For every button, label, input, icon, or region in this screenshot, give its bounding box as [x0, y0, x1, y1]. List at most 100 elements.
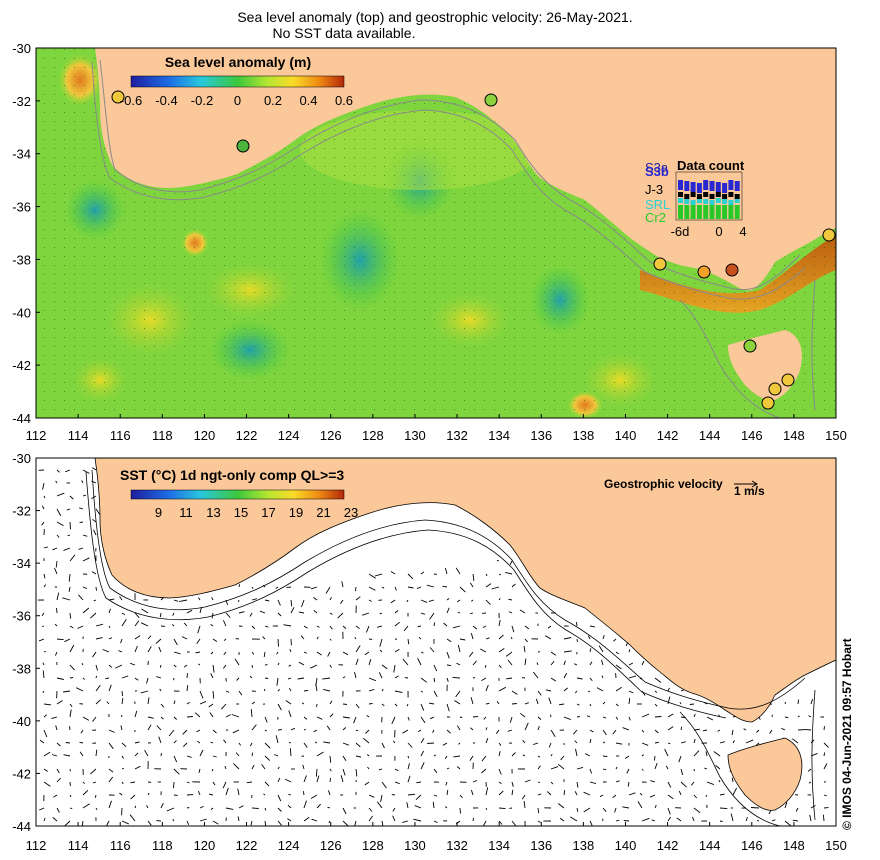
x-tick-label: 124 [278, 428, 300, 443]
x-tick-label: 146 [741, 428, 763, 443]
x-tick-label: 132 [446, 428, 468, 443]
x-tick-label: 128 [362, 838, 384, 853]
x-tick-label: 116 [110, 428, 131, 443]
x-tick-label: 124 [278, 838, 300, 853]
y-tick-label: -38 [12, 661, 31, 676]
sla-colorbar-tick: 0.6 [335, 93, 353, 108]
sla-colorbar-tick: -0.6 [120, 93, 142, 108]
y-tick-label: -44 [12, 411, 31, 426]
sst-colorbar-tick: 15 [234, 505, 248, 520]
x-tick-label: 134 [488, 838, 510, 853]
x-tick-label: 128 [362, 428, 384, 443]
geostrophic-velocity-map [36, 458, 836, 826]
x-tick-label: 120 [194, 428, 216, 443]
y-tick-label: -34 [12, 147, 31, 162]
x-tick-label: 116 [110, 838, 131, 853]
x-tick-label: 112 [26, 838, 47, 853]
x-tick-label: 112 [26, 428, 47, 443]
data-count-tick: -6d [671, 224, 690, 239]
y-tick-label: -36 [12, 200, 31, 215]
data-count-tick: 4 [739, 224, 746, 239]
x-tick-label: 134 [488, 428, 510, 443]
x-tick-label: 126 [320, 838, 342, 853]
y-tick-label: -40 [12, 305, 31, 320]
y-tick-label: -42 [12, 766, 31, 781]
imos-credit: © IMOS 04-Jun-2021 09:57 Hobart [840, 638, 854, 830]
data-count-tick: 0 [715, 224, 722, 239]
sst-colorbar-tick: 17 [261, 505, 275, 520]
x-tick-label: 150 [825, 428, 847, 443]
sst-colorbar-tick: 13 [206, 505, 220, 520]
sst-colorbar-tick: 19 [289, 505, 303, 520]
y-tick-label: -32 [12, 504, 31, 519]
y-tick-label: -44 [12, 819, 31, 834]
x-tick-label: 122 [236, 428, 258, 443]
australia-landmass-bottom [36, 458, 836, 723]
tide-gauge-marker [236, 139, 250, 153]
x-tick-label: 140 [615, 838, 637, 853]
tide-gauge-marker [111, 90, 125, 104]
x-tick-label: 138 [573, 838, 595, 853]
x-tick-label: 118 [152, 838, 173, 853]
y-tick-label: -38 [12, 252, 31, 267]
x-tick-label: 132 [446, 838, 468, 853]
map-subtitle: No SST data available. [272, 25, 416, 41]
velocity-scale-key: Geostrophic velocity 1 m/s [604, 477, 765, 498]
x-tick-label: 126 [320, 428, 342, 443]
sla-colorbar-tick: -0.4 [155, 93, 177, 108]
tide-gauge-marker [768, 382, 782, 396]
velocity-label: Geostrophic velocity [604, 477, 723, 491]
satellite-label: S3a [645, 160, 669, 175]
satellite-label: S3b [645, 164, 669, 179]
tide-gauge-marker [697, 265, 711, 279]
tide-gauge-marker [484, 93, 498, 107]
x-tick-label: 130 [404, 428, 426, 443]
x-tick-label: 120 [194, 838, 216, 853]
map-title: Sea level anomaly (top) and geostrophic … [237, 9, 633, 25]
x-tick-label: 114 [68, 838, 89, 853]
sla-colorbar-tick: 0 [234, 93, 241, 108]
tide-gauge-marker [822, 228, 836, 242]
x-tick-label: 130 [404, 838, 426, 853]
tide-gauge-marker [653, 257, 667, 271]
sst-colorbar-title: SST (°C) 1d ngt-only comp QL>=3 [120, 467, 344, 483]
velocity-scale-value: 1 m/s [734, 484, 765, 498]
y-tick-label: -36 [12, 609, 31, 624]
x-tick-label: 144 [699, 838, 721, 853]
tide-gauge-marker [743, 339, 757, 353]
y-tick-label: -34 [12, 556, 31, 571]
sla-colorbar-tick: -0.2 [191, 93, 213, 108]
tasmania-landmass-bottom [727, 737, 803, 811]
x-tick-label: 136 [530, 428, 552, 443]
x-tick-label: 144 [699, 428, 721, 443]
x-tick-label: 136 [530, 838, 552, 853]
satellite-label: Cr2 [645, 210, 666, 225]
y-tick-label: -30 [12, 41, 31, 56]
sst-colorbar-tick: 9 [155, 505, 162, 520]
x-tick-label: 114 [68, 428, 89, 443]
tide-gauge-marker [725, 263, 739, 277]
sst-colorbar: SST (°C) 1d ngt-only comp QL>=3 9 11 13 15 1… [120, 467, 358, 520]
y-tick-label: -42 [12, 358, 31, 373]
x-tick-label: 148 [783, 838, 805, 853]
sla-colorbar-tick: 0.2 [264, 93, 282, 108]
y-tick-label: -40 [12, 714, 31, 729]
satellite-label: J-3 [645, 182, 663, 197]
australia-landmass [36, 48, 836, 291]
x-tick-label: 118 [152, 428, 173, 443]
sla-colorbar: Sea level anomaly (m) -0.6 -0.4 -0.2 0 0.2 0.… [120, 54, 353, 108]
x-tick-label: 148 [783, 428, 805, 443]
x-tick-label: 138 [573, 428, 595, 443]
sla-colorbar-tick: 0.4 [299, 93, 317, 108]
data-count-title: Data count [677, 158, 745, 173]
x-tick-label: 146 [741, 838, 763, 853]
x-tick-label: 142 [657, 838, 679, 853]
satellite-label: SRL [645, 197, 670, 212]
sst-colorbar-tick: 21 [316, 505, 330, 520]
y-tick-label: -32 [12, 94, 31, 109]
tide-gauge-marker [761, 396, 775, 410]
sst-colorbar-tick: 11 [179, 505, 193, 520]
x-tick-label: 142 [657, 428, 679, 443]
